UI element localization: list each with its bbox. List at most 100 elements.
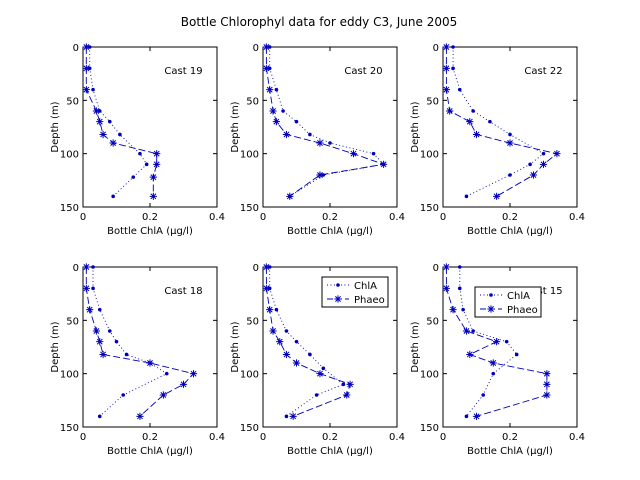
data-point xyxy=(82,263,90,271)
legend-swatch-marker xyxy=(336,283,340,287)
data-point xyxy=(543,391,551,399)
cast-label: Cast 19 xyxy=(164,66,202,77)
data-point xyxy=(136,412,144,420)
subplot-6: 0 0.2 0.4 0 50 100 150 Bottle ChlA (µg/l) Depth … xyxy=(410,263,585,457)
y-tick-label: 150 xyxy=(420,203,439,214)
data-point xyxy=(149,192,157,200)
data-point xyxy=(529,171,538,179)
data-point xyxy=(282,130,291,139)
data-point xyxy=(472,412,481,420)
data-point xyxy=(316,171,324,179)
series-chla xyxy=(87,45,149,199)
data-point xyxy=(274,307,279,312)
y-tick-label: 50 xyxy=(426,96,439,107)
data-point xyxy=(108,119,112,124)
data-point xyxy=(539,160,548,168)
data-point xyxy=(118,132,122,137)
data-point xyxy=(446,107,454,115)
legend: ChlA Phaeo xyxy=(474,286,542,318)
y-tick-label: 100 xyxy=(60,150,79,161)
data-point xyxy=(114,339,119,344)
data-point xyxy=(316,370,324,378)
data-point xyxy=(108,329,112,333)
series-chla xyxy=(457,265,519,419)
data-point xyxy=(442,263,450,271)
subplot-4: 0 0.2 0.4 0 50 100 150 Bottle ChlA (µg/l) Depth … xyxy=(50,263,225,457)
series-line xyxy=(92,267,168,417)
data-point xyxy=(82,86,90,94)
data-point xyxy=(96,338,104,346)
legend-box xyxy=(321,276,389,308)
data-point xyxy=(124,352,129,357)
data-point xyxy=(442,64,450,72)
x-tick-label: 0 xyxy=(440,432,446,443)
plot-area xyxy=(442,46,578,208)
data-point xyxy=(543,370,551,378)
data-point xyxy=(294,339,299,344)
plot-area xyxy=(262,46,398,208)
legend-swatch-marker xyxy=(487,305,495,313)
data-point xyxy=(266,86,274,94)
x-tick-label: 0.4 xyxy=(209,432,225,443)
data-point xyxy=(282,350,291,359)
plot-area xyxy=(82,46,218,208)
y-tick-label: 50 xyxy=(66,96,79,107)
data-point xyxy=(504,339,509,344)
y-tick-label: 100 xyxy=(240,150,259,161)
data-point xyxy=(543,380,551,388)
data-point xyxy=(96,118,104,126)
subplot-3: 0 0.2 0.4 0 50 100 150 Bottle ChlA (µg/l) Depth … xyxy=(410,43,585,237)
data-point xyxy=(179,380,188,388)
y-tick-label: 100 xyxy=(420,370,439,381)
data-point xyxy=(514,352,519,357)
data-point xyxy=(262,64,270,72)
data-point xyxy=(371,151,376,156)
data-point xyxy=(488,119,492,124)
data-point xyxy=(343,391,351,399)
y-tick-label: 150 xyxy=(420,423,439,434)
x-tick-label: 0 xyxy=(80,212,86,223)
data-point xyxy=(506,139,514,147)
data-point xyxy=(109,139,117,147)
cast-label: Cast 20 xyxy=(344,66,382,77)
data-point xyxy=(269,327,277,335)
data-point xyxy=(153,150,161,158)
data-point xyxy=(149,173,157,181)
x-axis-label: Bottle ChlA (µg/l) xyxy=(107,226,193,237)
data-point xyxy=(321,366,326,371)
series-phaeo xyxy=(82,43,161,200)
x-tick-label: 0.2 xyxy=(502,432,518,443)
plot-area xyxy=(82,266,218,428)
figure-title: Bottle Chlorophyl data for eddy C3, June… xyxy=(181,15,457,29)
data-point xyxy=(97,414,102,419)
series-line xyxy=(85,267,195,417)
y-axis-label: Depth (m) xyxy=(410,101,421,152)
y-tick-label: 50 xyxy=(246,96,259,107)
data-point xyxy=(262,43,270,51)
data-point xyxy=(294,119,299,124)
data-point xyxy=(528,162,532,167)
y-tick-label: 0 xyxy=(73,263,79,274)
y-tick-label: 50 xyxy=(66,316,79,327)
data-point xyxy=(442,43,450,51)
y-axis-label: Depth (m) xyxy=(50,101,61,152)
data-point xyxy=(346,380,354,388)
series-phaeo xyxy=(262,43,388,200)
legend-box xyxy=(474,286,542,318)
x-tick-label: 0.2 xyxy=(142,432,158,443)
x-axis-label: Bottle ChlA (µg/l) xyxy=(467,446,553,457)
data-point xyxy=(451,45,455,49)
data-point xyxy=(153,160,161,168)
data-point xyxy=(328,141,332,145)
x-axis-label: Bottle ChlA (µg/l) xyxy=(107,446,193,457)
x-tick-label: 0 xyxy=(260,212,266,223)
data-point xyxy=(146,359,154,367)
data-point xyxy=(461,307,465,312)
series-phaeo xyxy=(82,263,198,420)
subplot-2: 0 0.2 0.4 0 50 100 150 Bottle ChlA (µg/l) Depth … xyxy=(230,43,405,237)
data-point xyxy=(466,350,474,359)
data-point xyxy=(92,107,100,115)
cast-label: Cast 18 xyxy=(164,286,202,297)
data-point xyxy=(493,192,501,200)
